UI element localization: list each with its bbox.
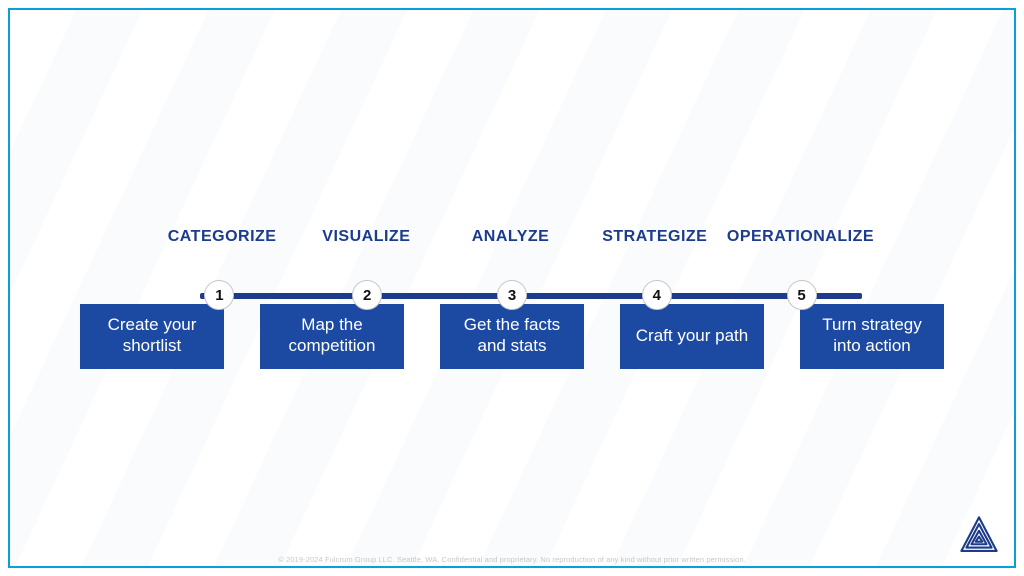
step-title: CATEGORIZE	[150, 228, 294, 246]
copyright-footer: © 2019-2024 Fulcrum Group LLC. Seattle, …	[10, 555, 1014, 564]
step-number-circle: 2	[352, 280, 382, 310]
process-diagram: CATEGORIZE VISUALIZE ANALYZE STRATEGIZE …	[80, 228, 944, 369]
step-title: ANALYZE	[438, 228, 582, 246]
step-number-circle: 5	[787, 280, 817, 310]
triangle-spiral-logo-icon	[958, 514, 1000, 556]
timeline-track-container: 1 2 3 4 5	[150, 280, 874, 310]
step-number-circle: 1	[204, 280, 234, 310]
step-number-circle: 4	[642, 280, 672, 310]
step-number-circle: 3	[497, 280, 527, 310]
step-description-box: Map the competition	[260, 304, 404, 369]
step-circles-row: 1 2 3 4 5	[150, 280, 874, 310]
step-description-box: Turn strategy into action	[800, 304, 944, 369]
step-title: VISUALIZE	[294, 228, 438, 246]
slide-frame: CATEGORIZE VISUALIZE ANALYZE STRATEGIZE …	[8, 8, 1016, 568]
step-description-box: Create your shortlist	[80, 304, 224, 369]
step-titles-row: CATEGORIZE VISUALIZE ANALYZE STRATEGIZE …	[150, 228, 874, 280]
step-title: OPERATIONALIZE	[727, 228, 874, 246]
step-description-box: Get the facts and stats	[440, 304, 584, 369]
step-descriptions-row: Create your shortlist Map the competitio…	[80, 304, 944, 369]
step-title: STRATEGIZE	[583, 228, 727, 246]
step-description-box: Craft your path	[620, 304, 764, 369]
